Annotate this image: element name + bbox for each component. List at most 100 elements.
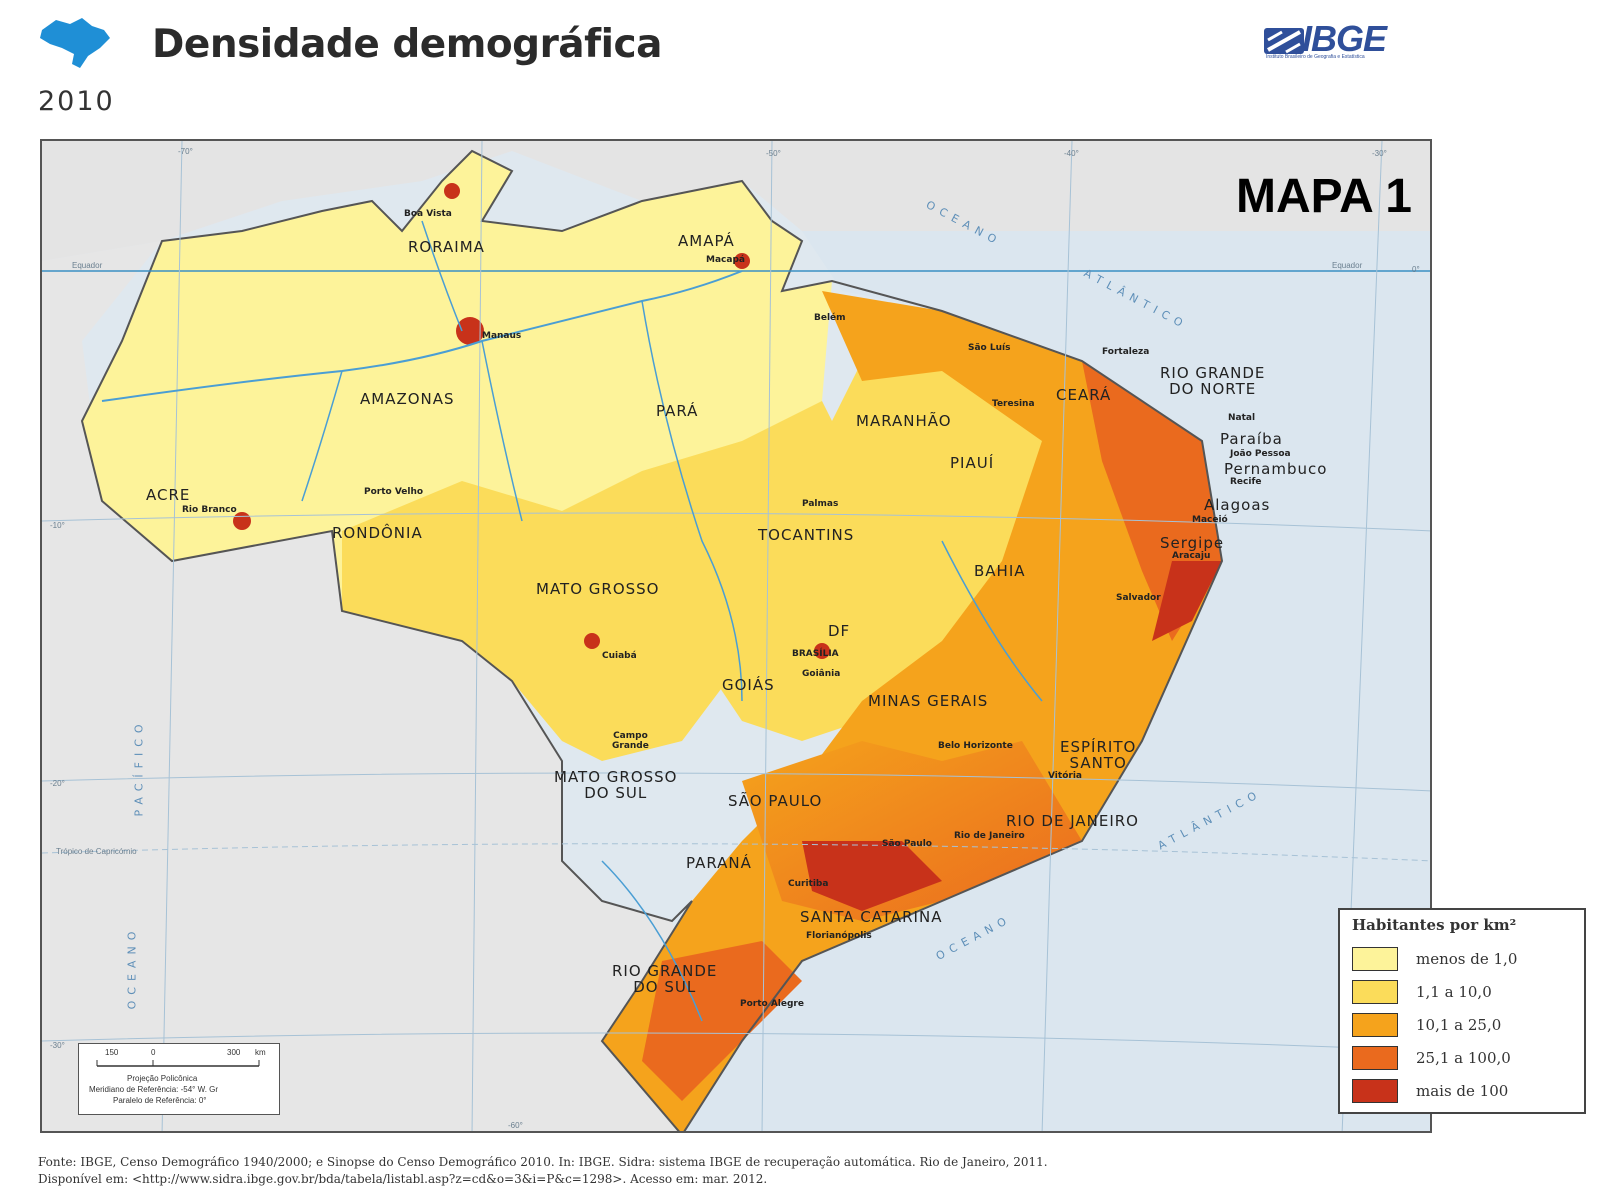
city-label-curitiba: Curitiba [788,879,829,889]
city-label-maceio: Maceió [1192,515,1228,525]
city-label-belem: Belém [814,313,846,323]
state-label-sergipe: Sergipe [1160,534,1225,552]
state-label-rs-line2: DO SUL [633,978,697,996]
city-label-teresina: Teresina [992,399,1035,409]
legend-label: 1,1 a 10,0 [1416,982,1492,1001]
coord-lon-60-bottom: -60° [508,1121,523,1130]
map-label: MAPA 1 [1235,170,1412,223]
legend-item: mais de 100 [1352,1074,1572,1107]
city-label-florianopolis: Florianópolis [806,931,872,941]
legend-swatch [1352,1045,1398,1070]
legend-swatch [1352,946,1398,971]
city-label-sao-paulo: São Paulo [882,839,932,849]
coord-lat-20: -20° [50,779,65,788]
coord-lon-70: -70° [178,147,193,156]
legend-item: menos de 1,0 [1352,942,1572,975]
city-label-campo-grande-line1: Campo [613,731,648,741]
city-label-boa-vista: Boa Vista [404,209,452,219]
state-label-ceara: CEARÁ [1056,386,1112,404]
scale-box: 150 0 300 km Projeção Policônica Meridia… [78,1043,280,1115]
ibge-logo-icon [1264,28,1304,54]
legend-item: 10,1 a 25,0 [1352,1008,1572,1041]
state-label-rn-line1: RIO GRANDE [1160,364,1266,382]
city-label-campo-grande: Campo Grande [612,731,649,751]
city-label-aracaju: Aracaju [1172,551,1211,561]
legend-title: Habitantes por km² [1352,916,1517,934]
state-label-amazonas: AMAZONAS [360,390,455,408]
state-label-rn-line2: DO NORTE [1169,380,1257,398]
scale-tick-0: 0 [151,1048,156,1057]
city-label-salvador: Salvador [1116,593,1161,603]
city-label-cuiaba: Cuiabá [602,651,637,661]
state-label-paraiba: Paraíba [1220,430,1283,448]
city-label-brasilia: BRASÍLIA [792,649,839,659]
state-label-santa-catarina: SANTA CATARINA [800,908,943,926]
city-label-joao-pessoa: João Pessoa [1230,449,1291,459]
scale-bar [96,1060,260,1067]
ocean-label-pacifico-2: OCEANO [125,925,139,1010]
state-label-es-line2: SANTO [1069,754,1127,772]
state-label-sao-paulo: SÃO PAULO [728,792,823,810]
state-label-ms-line2: DO SUL [584,784,648,802]
legend-label: mais de 100 [1416,1081,1509,1100]
state-label-rio-grande-do-norte: RIO GRANDE DO NORTE [1160,365,1265,397]
legend-label: 25,1 a 100,0 [1416,1048,1511,1067]
city-label-natal: Natal [1228,413,1256,423]
legend-label: 10,1 a 25,0 [1416,1015,1502,1034]
state-label-roraima: RORAIMA [408,238,485,256]
state-label-goias: GOIÁS [722,676,775,694]
source-note: Fonte: IBGE, Censo Demográfico 1940/2000… [38,1154,1048,1188]
ibge-logo-subtext: Instituto Brasileiro de Geografia e Esta… [1266,54,1365,60]
state-label-espirito-santo: ESPÍRITO SANTO [1060,739,1136,771]
state-label-acre: ACRE [146,486,191,504]
legend: Habitantes por km² menos de 1,0 1,1 a 10… [1338,908,1586,1114]
scale-projection: Projeção Policônica [127,1074,198,1083]
state-label-piaui: PIAUÍ [950,454,995,472]
state-label-amapa: AMAPÁ [678,232,735,250]
city-label-porto-alegre: Porto Alegre [740,999,804,1009]
state-label-pernambuco: Pernambuco [1224,460,1328,478]
legend-item: 1,1 a 10,0 [1352,975,1572,1008]
city-label-sao-luis: São Luís [968,343,1011,353]
equator-label-left: Equador [72,261,103,270]
ibge-logo: IBGE [1302,18,1387,59]
state-label-bahia: BAHIA [974,562,1026,580]
state-label-mato-grosso: MATO GROSSO [536,580,660,598]
city-label-macapa: Macapá [706,255,745,265]
state-label-rio-grande-do-sul: RIO GRANDE DO SUL [612,963,717,995]
scale-tick-300: 300 [227,1048,241,1057]
tropic-label: Trópico de Capricórnio [56,847,137,856]
state-label-rs-line1: RIO GRANDE [612,962,718,980]
state-label-para: PARÁ [656,402,699,420]
brazil-density-map [42,141,1430,1131]
scale-tick-150: 150 [105,1048,119,1057]
city-label-manaus: Manaus [482,331,522,341]
state-label-mato-grosso-do-sul: MATO GROSSO DO SUL [554,769,677,801]
coord-lon-50: -50° [766,149,781,158]
state-label-es-line1: ESPÍRITO [1060,738,1137,756]
city-label-campo-grande-line2: Grande [612,741,649,751]
legend-label: menos de 1,0 [1416,949,1518,968]
city-label-recife: Recife [1230,477,1262,487]
state-label-rondonia: RONDÔNIA [332,524,423,542]
scale-unit: km [255,1048,266,1057]
legend-swatch [1352,979,1398,1004]
map-frame: MAPA 1 RORAIMA AMAPÁ AMAZONAS PARÁ MARAN… [40,139,1432,1133]
source-line-2: Disponível em: <http://www.sidra.ibge.go… [38,1172,768,1186]
coord-lat-10: -10° [50,521,65,530]
city-label-rio-branco: Rio Branco [182,505,237,515]
state-label-alagoas: Alagoas [1204,496,1271,514]
legend-swatch [1352,1012,1398,1037]
city-label-fortaleza: Fortaleza [1102,347,1150,357]
city-label-rio-de-janeiro: Rio de Janeiro [954,831,1025,841]
state-label-ms-line1: MATO GROSSO [554,768,678,786]
state-label-df: DF [828,622,851,640]
year-label: 2010 [38,86,115,117]
ocean-label-pacifico-1: PACÍFICO [132,718,146,817]
source-line-1: Fonte: IBGE, Censo Demográfico 1940/2000… [38,1155,1048,1169]
scale-parallel: Paralelo de Referência: 0° [113,1096,207,1105]
legend-swatch [1352,1078,1398,1103]
coord-lat-30: -30° [50,1041,65,1050]
scale-meridian: Meridiano de Referência: -54° W. Gr [89,1085,219,1094]
state-label-rio-de-janeiro: RIO DE JANEIRO [1006,812,1139,830]
